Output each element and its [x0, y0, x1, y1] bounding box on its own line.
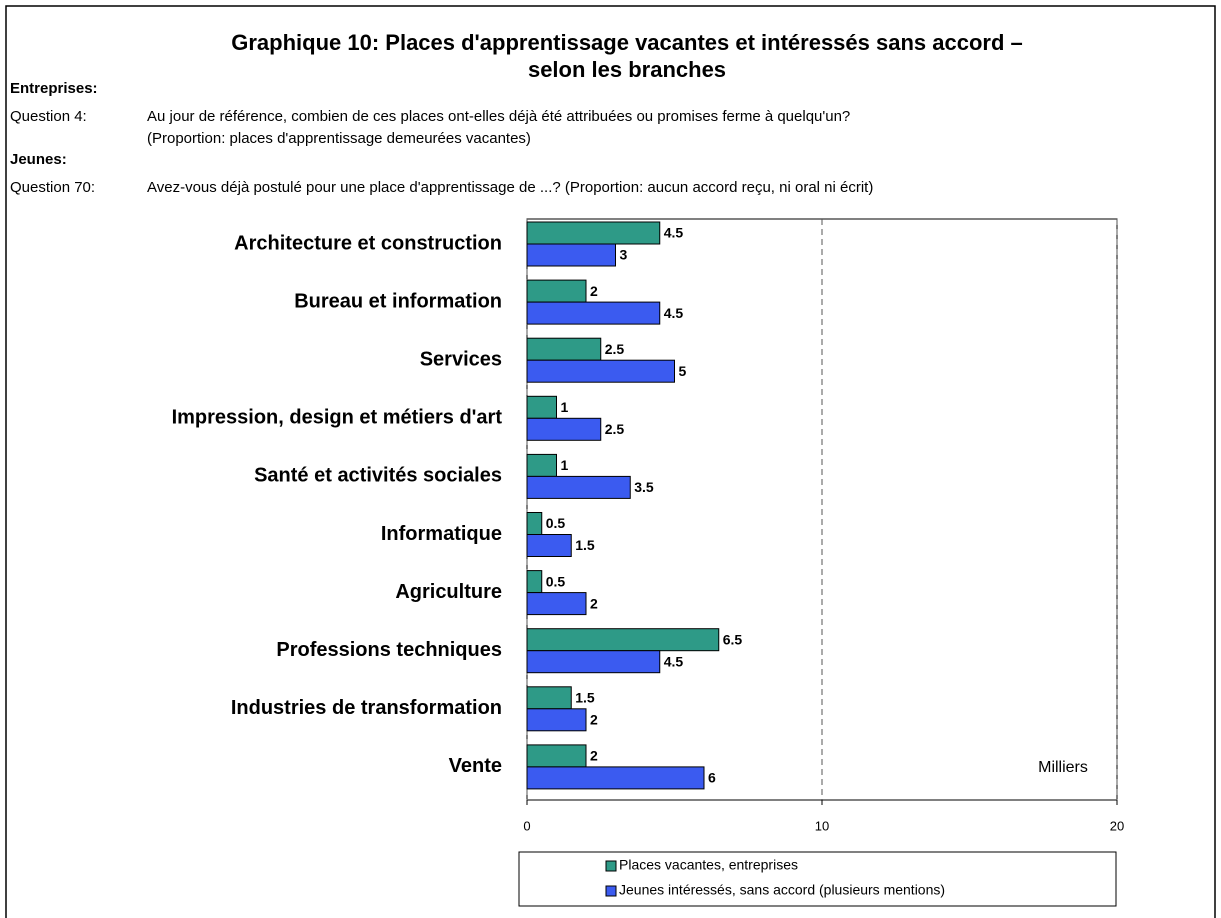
bar [526, 453, 557, 477]
bar [526, 570, 543, 594]
bar [526, 708, 587, 732]
note-label: Question 4: [10, 108, 87, 125]
y-tick-label: Santé et activités sociales [254, 465, 502, 487]
value-label: 2 [590, 283, 598, 299]
y-tick-label: Professions techniques [276, 639, 502, 661]
value-label: 4.5 [664, 225, 684, 241]
y-tick-label: Services [420, 348, 502, 370]
bar [526, 744, 587, 768]
legend-swatch [605, 885, 617, 897]
bar [526, 475, 631, 499]
bar [526, 279, 587, 303]
note-label: Question 70: [10, 179, 95, 196]
x-tick-label: 10 [815, 818, 829, 833]
bar [526, 243, 616, 267]
bar [526, 592, 587, 616]
x-tick-label: 0 [523, 818, 530, 833]
value-label: 6.5 [723, 631, 743, 647]
annotation: Milliers [1038, 759, 1088, 776]
bar [526, 221, 661, 245]
value-label: 5 [679, 363, 687, 379]
value-label: 4.5 [664, 305, 684, 321]
bar [526, 650, 661, 674]
bar [526, 534, 572, 557]
value-label: 2 [590, 748, 598, 764]
value-label: 2 [590, 712, 598, 728]
note-heading: Jeunes: [10, 151, 67, 168]
bar [526, 417, 602, 441]
note-text: Au jour de référence, combien de ces pla… [147, 108, 850, 125]
bar [526, 512, 543, 535]
legend-box [518, 851, 1117, 907]
bar [526, 337, 602, 361]
note-text: Avez-vous déjà postulé pour une place d'… [147, 179, 873, 196]
bar [526, 301, 661, 325]
chart-title: Graphique 10: Places d'apprentissage vac… [231, 30, 1023, 55]
y-tick-label: Vente [449, 755, 502, 777]
outer-frame [5, 5, 1216, 918]
y-tick-label: Impression, design et métiers d'art [172, 407, 503, 429]
bar [526, 395, 557, 419]
value-label: 2.5 [605, 421, 625, 437]
legend-label: Places vacantes, entreprises [619, 857, 798, 873]
value-label: 3 [620, 247, 628, 263]
value-label: 1 [561, 457, 569, 473]
value-label: 6 [708, 770, 716, 786]
y-tick-label: Architecture et construction [234, 232, 502, 254]
y-tick-label: Bureau et information [294, 290, 502, 312]
note-text: (Proportion: places d'apprentissage deme… [147, 130, 531, 147]
value-label: 4.5 [664, 653, 684, 669]
value-label: 2.5 [605, 341, 625, 357]
bar [526, 766, 705, 790]
x-tick-label: 20 [1110, 818, 1124, 833]
y-tick-label: Industries de transformation [231, 697, 502, 719]
value-label: 1.5 [575, 537, 595, 553]
legend-label: Jeunes intéressés, sans accord (plusieur… [619, 882, 945, 898]
value-label: 1.5 [575, 690, 595, 706]
value-label: 0.5 [546, 515, 566, 531]
value-label: 2 [590, 595, 598, 611]
bar [526, 686, 572, 710]
bar [526, 359, 675, 383]
bar [526, 628, 720, 652]
chart-title: selon les branches [528, 57, 726, 82]
y-tick-label: Agriculture [395, 581, 502, 603]
legend-swatch [605, 860, 617, 872]
note-heading: Entreprises: [10, 80, 98, 97]
value-label: 1 [561, 399, 569, 415]
y-tick-label: Informatique [381, 523, 502, 545]
value-label: 0.5 [546, 573, 566, 589]
value-label: 3.5 [634, 479, 654, 495]
